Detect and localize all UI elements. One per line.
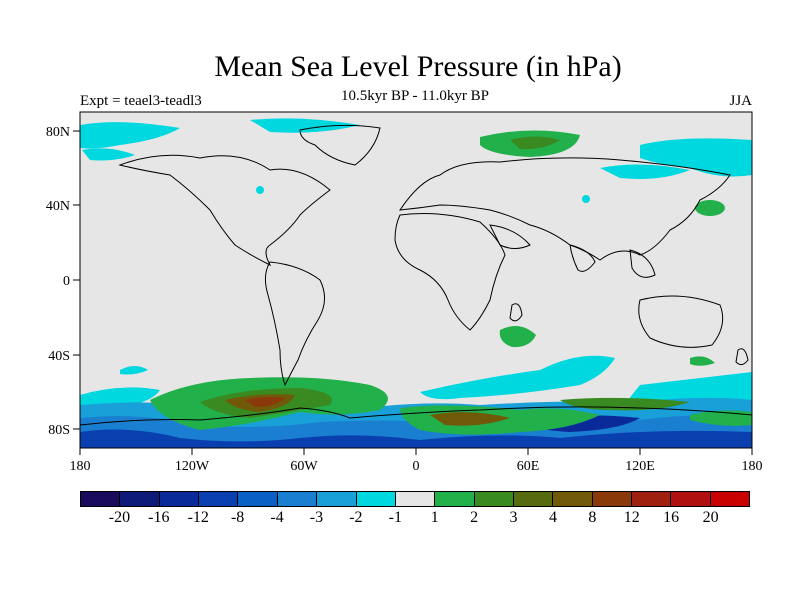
- colorbar-tick-label: 20: [702, 509, 719, 526]
- colorbar-swatch: [553, 492, 593, 506]
- colorbar-tick-label: -12: [187, 509, 209, 526]
- ross-positive-region: [690, 410, 752, 426]
- coastlines: [80, 124, 752, 426]
- colorbar-tick-label: 3: [509, 509, 518, 526]
- x-tick-label: 0: [413, 459, 420, 474]
- x-tick-label: 60E: [517, 459, 540, 474]
- y-tick-label: 40S: [48, 349, 70, 364]
- madagascar-coastline: [509, 303, 523, 322]
- pacific-positive-region: [695, 200, 725, 216]
- colorbar-swatch: [632, 492, 672, 506]
- greenland-coastline: [299, 124, 381, 166]
- africa-coastline: [394, 213, 506, 331]
- south-pacific-positive-center: [245, 396, 285, 407]
- colorbar-tick-label: 1: [430, 509, 439, 526]
- new-zealand-coastline: [735, 348, 749, 366]
- arctic-negative-region-alaska: [82, 148, 135, 161]
- colorbar-tick-label: 16: [663, 509, 680, 526]
- colorbar-swatch: [81, 492, 121, 506]
- southeast-asia-coastline: [629, 249, 656, 278]
- colorbar-swatch: [710, 492, 750, 506]
- x-tick-label: 120E: [625, 459, 655, 474]
- south-indian-negative-region: [420, 355, 615, 400]
- colorbar-tick-label: 2: [470, 509, 479, 526]
- india-coastline: [569, 244, 596, 272]
- y-tick-label: 80S: [48, 423, 70, 438]
- arctic-negative-region-east: [640, 138, 752, 177]
- south-pacific-negative-small: [120, 366, 148, 375]
- colorbar-tick-label: -20: [108, 509, 131, 526]
- colorbar-swatch: [671, 492, 711, 506]
- australia-coastline: [638, 295, 724, 348]
- europe-asia-coastline: [398, 157, 731, 261]
- y-tick-label: 80N: [46, 125, 70, 140]
- colorbar-swatch: [513, 492, 554, 506]
- colorbar-swatch: [474, 492, 514, 506]
- axis-ticks: [73, 130, 753, 455]
- colorbar-tick-label: -1: [388, 509, 402, 526]
- colorbar: [80, 491, 750, 507]
- y-tick-label: 40N: [46, 199, 70, 214]
- colorbar-swatch: [238, 492, 278, 506]
- colorbar-tick-label: -4: [270, 509, 284, 526]
- colorbar-swatch: [435, 492, 475, 506]
- antarctic-negative-inner: [80, 429, 752, 448]
- y-tick-label: 0: [63, 274, 70, 289]
- south-indian-positive-region: [690, 356, 715, 366]
- season-label: JJA: [729, 93, 752, 109]
- small-negative-spot-2: [582, 195, 590, 203]
- x-tick-label: 60W: [290, 459, 318, 474]
- x-tick-label: 180: [742, 459, 763, 474]
- east-antarctic-positive-inner: [430, 412, 510, 426]
- north-america-coastline: [118, 154, 331, 267]
- colorbar-tick-label: 4: [548, 509, 557, 526]
- plot-title: Mean Sea Level Pressure (in hPa): [214, 50, 622, 83]
- colorbar-tick-label: -16: [148, 509, 170, 526]
- colorbar-swatch: [395, 492, 436, 506]
- colorbar-swatch: [592, 492, 633, 506]
- south-america-coastline: [264, 261, 325, 387]
- small-negative-spot-1: [256, 186, 264, 194]
- arctic-positive-core: [510, 136, 560, 150]
- x-tick-label: 120W: [175, 459, 210, 474]
- pressure-anomaly-contours: [80, 118, 752, 448]
- x-tick-label: 180: [70, 459, 91, 474]
- south-atlantic-positive-region: [499, 326, 536, 348]
- colorbar-tick-label: 8: [588, 509, 597, 526]
- colorbar-swatch: [159, 492, 200, 506]
- colorbar-swatch: [317, 492, 357, 506]
- antarctica-coastline: [80, 406, 752, 426]
- arabia-coastline: [489, 224, 531, 249]
- colorbar-tick-label: 12: [623, 509, 640, 526]
- arctic-negative-region-canada: [250, 118, 360, 133]
- colorbar-swatch: [356, 492, 396, 506]
- arctic-negative-region-west: [80, 122, 180, 149]
- colorbar-tick-label: -8: [230, 509, 245, 526]
- siberia-negative-region: [600, 164, 690, 179]
- colorbar-tick-label: -2: [349, 509, 363, 526]
- colorbar-swatch: [277, 492, 318, 506]
- experiment-label: Expt = teael3-teadl3: [80, 93, 202, 109]
- colorbar-swatch: [120, 492, 160, 506]
- colorbar-tick-label: -3: [309, 509, 324, 526]
- colorbar-swatch: [199, 492, 239, 506]
- plot-subtitle: 10.5kyr BP - 11.0kyr BP: [340, 88, 490, 104]
